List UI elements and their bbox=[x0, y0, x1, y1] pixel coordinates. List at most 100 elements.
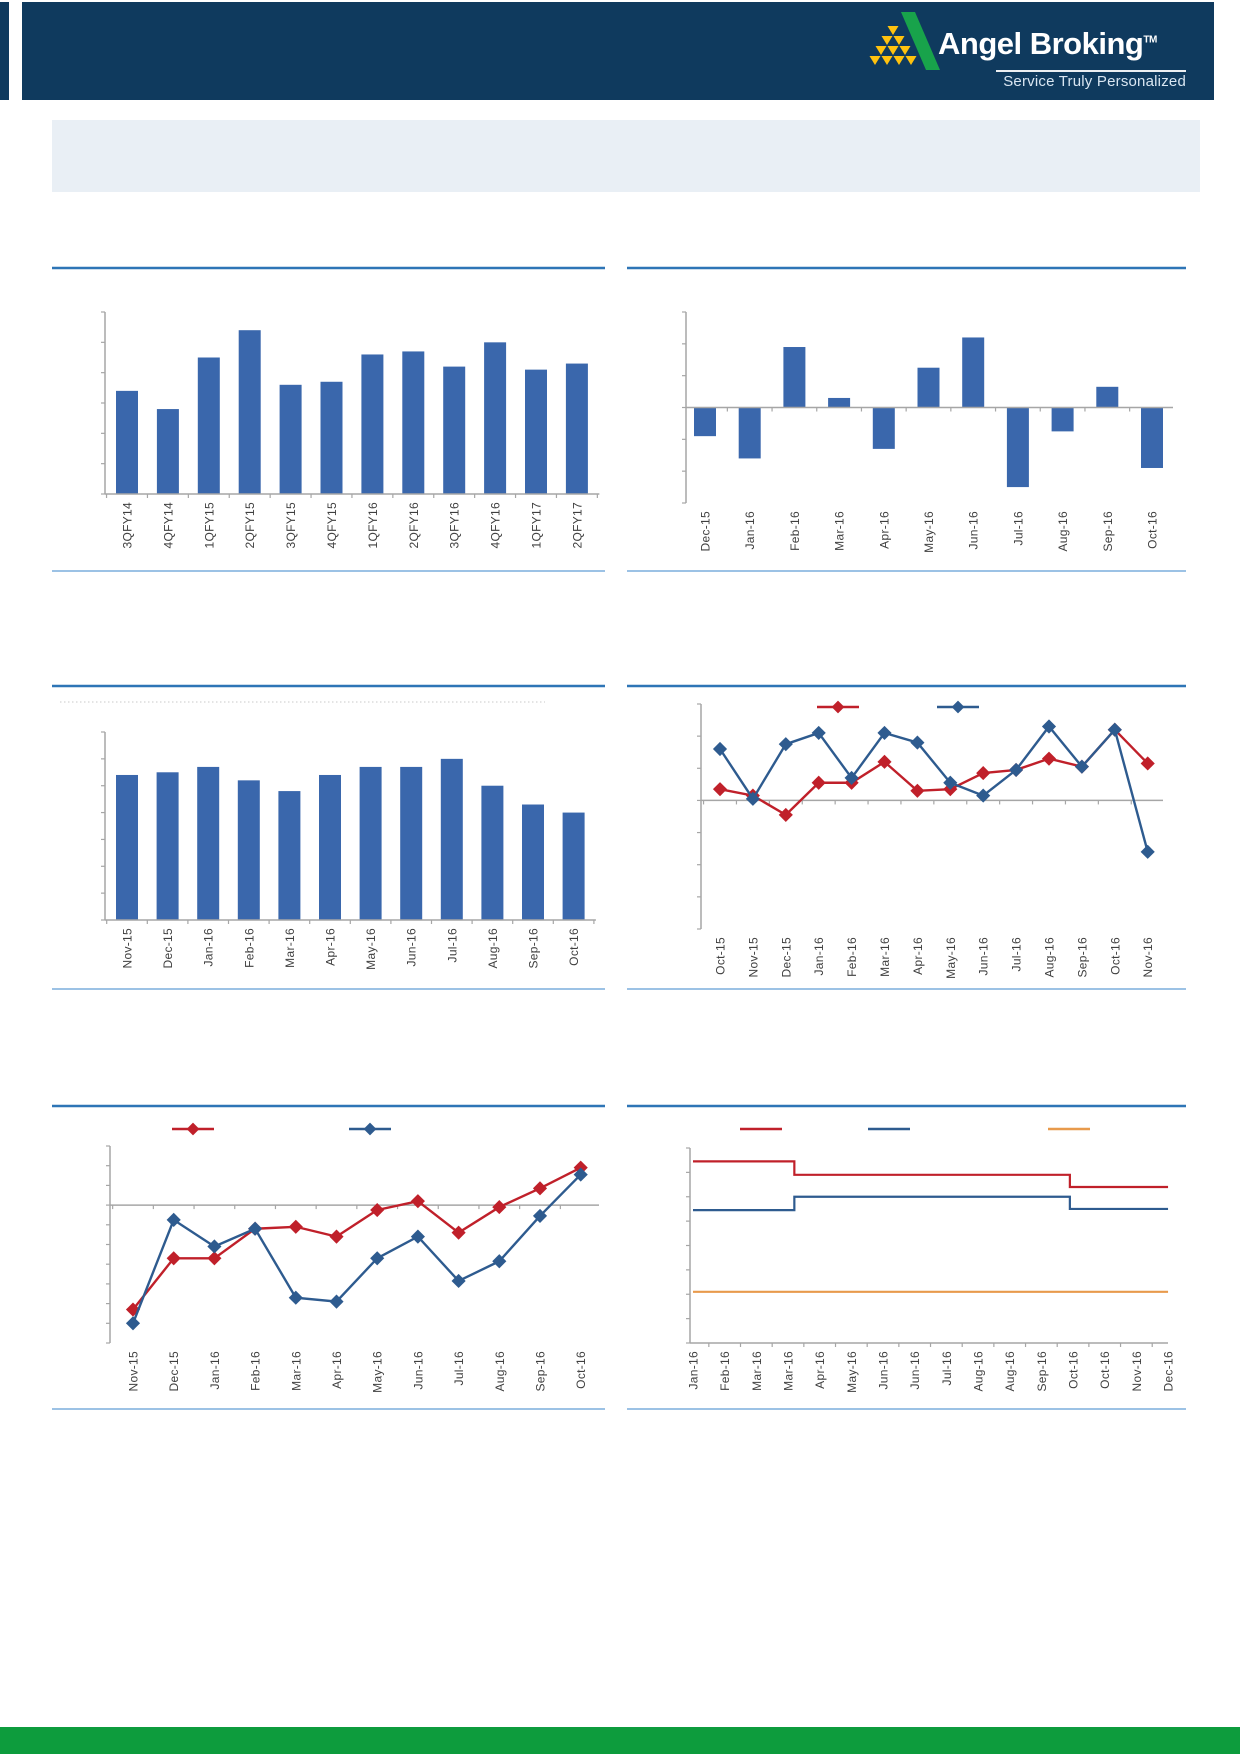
diamond-marker bbox=[410, 1229, 425, 1244]
footer-bar bbox=[0, 1727, 1240, 1754]
diamond-marker bbox=[1041, 719, 1057, 734]
x-axis-label: Dec-15 bbox=[161, 928, 175, 969]
bar bbox=[279, 384, 302, 494]
x-axis-label: May-16 bbox=[944, 937, 958, 979]
x-axis-label: 1QFY16 bbox=[366, 502, 380, 549]
x-axis-label: Mar-16 bbox=[289, 1351, 303, 1391]
diamond-marker bbox=[573, 1167, 588, 1182]
bar bbox=[1141, 407, 1163, 468]
x-axis-label: Feb-16 bbox=[845, 937, 859, 977]
diamond-marker bbox=[811, 775, 826, 790]
top-left-quarterly-bar: 3QFY14 4QFY14 1QFY15 2QFY15 3QFY15 4QFY15 1QFY… bbox=[101, 311, 600, 549]
bar bbox=[320, 381, 343, 494]
bar bbox=[872, 407, 895, 449]
page-edge-band bbox=[0, 2, 9, 100]
x-axis-label: 3QFY15 bbox=[284, 502, 298, 549]
blue-series-line bbox=[718, 724, 1149, 853]
bar bbox=[440, 758, 463, 920]
diamond-marker bbox=[288, 1290, 303, 1305]
diamond-marker bbox=[844, 770, 859, 785]
diamond-marker bbox=[1009, 762, 1024, 777]
bar bbox=[197, 357, 220, 494]
bar bbox=[481, 785, 504, 920]
x-axis-label: 2QFY15 bbox=[243, 502, 257, 549]
bar bbox=[565, 363, 588, 494]
x-axis-label: Nov-15 bbox=[127, 1351, 141, 1392]
bar bbox=[400, 766, 423, 920]
diamond-marker bbox=[207, 1251, 222, 1266]
x-axis-label: Dec-15 bbox=[699, 511, 713, 552]
diamond-marker bbox=[910, 735, 925, 750]
bar bbox=[116, 774, 138, 920]
x-axis-label: Oct-16 bbox=[1108, 937, 1122, 975]
x-axis-label: Dec-15 bbox=[167, 1351, 181, 1392]
x-axis-label: Aug-16 bbox=[1056, 511, 1070, 552]
bar bbox=[319, 774, 341, 920]
diamond-marker bbox=[329, 1229, 344, 1244]
x-axis-label: May-16 bbox=[922, 511, 936, 553]
diamond-marker bbox=[811, 725, 826, 740]
bar bbox=[237, 780, 260, 920]
bar bbox=[1051, 407, 1074, 432]
bottom-right-step-lines: Jan-16 Feb-16 Mar-16 Mar-16 Apr-16 May-16 Jun-… bbox=[686, 1127, 1176, 1393]
x-axis-label: May-16 bbox=[845, 1351, 859, 1393]
x-axis-label: Jul-16 bbox=[445, 928, 459, 963]
bar bbox=[116, 390, 138, 494]
diamond-marker bbox=[186, 1122, 200, 1136]
bar bbox=[525, 369, 547, 494]
x-axis-label: Jan-16 bbox=[812, 937, 826, 976]
diamond-marker bbox=[288, 1219, 303, 1234]
x-axis-label: Nov-15 bbox=[746, 937, 760, 978]
diamond-marker bbox=[1140, 844, 1155, 859]
bar bbox=[402, 351, 425, 494]
red-step-line bbox=[693, 1160, 1169, 1189]
x-axis-label: Aug-16 bbox=[972, 1351, 986, 1392]
x-axis-label: Sep-16 bbox=[1035, 1351, 1049, 1392]
x-axis-label: Nov-16 bbox=[1141, 937, 1155, 978]
diamond-marker bbox=[492, 1199, 507, 1215]
diamond-marker bbox=[951, 700, 965, 714]
x-axis-label: 2QFY16 bbox=[407, 502, 421, 549]
diamond-marker bbox=[778, 807, 793, 822]
diamond-marker bbox=[329, 1294, 344, 1309]
bar bbox=[738, 407, 761, 459]
diamond-marker bbox=[532, 1208, 548, 1224]
x-axis-label: Jun-16 bbox=[977, 937, 991, 976]
x-axis-label: Jun-16 bbox=[405, 928, 419, 967]
trademark-symbol: TM bbox=[1143, 34, 1157, 46]
diamond-marker bbox=[831, 700, 845, 714]
x-axis-label: Jan-16 bbox=[202, 928, 216, 967]
x-axis-label: Oct-16 bbox=[1067, 1351, 1081, 1389]
bar bbox=[359, 766, 382, 920]
bar bbox=[156, 772, 179, 920]
x-axis-label: Jan-16 bbox=[687, 1351, 701, 1390]
x-axis-label: Apr-16 bbox=[877, 511, 891, 549]
header-bar bbox=[22, 2, 1214, 100]
diamond-marker bbox=[370, 1251, 385, 1266]
diamond-marker bbox=[877, 725, 892, 740]
bar bbox=[156, 409, 179, 494]
middle-left-monthly-bar: Nov-15 Dec-15 Jan-16 Feb-16 Mar-16 Apr-16 May-… bbox=[101, 731, 596, 970]
x-axis-label: Aug-16 bbox=[1043, 937, 1057, 978]
brand-tagline: Service Truly Personalized bbox=[1003, 73, 1186, 90]
x-axis-label: Sep-16 bbox=[1101, 511, 1115, 552]
x-axis-label: Oct-16 bbox=[1098, 1351, 1112, 1389]
middle-right-two-line-diamond: Oct-15 Nov-15 Dec-15 Jan-16 Feb-16 Mar-16 Apr-… bbox=[697, 700, 1163, 979]
top-right-monthly-bar-pos-neg: Dec-15 Jan-16 Feb-16 Mar-16 Apr-16 May-16 Jun-… bbox=[682, 311, 1173, 553]
x-axis-label: 3QFY16 bbox=[448, 502, 462, 549]
diamond-marker bbox=[1107, 722, 1122, 737]
diamond-marker bbox=[363, 1122, 377, 1136]
x-axis-label: Sep-16 bbox=[534, 1351, 548, 1392]
x-axis-label: May-16 bbox=[364, 928, 378, 970]
x-axis-label: Mar-16 bbox=[782, 1351, 796, 1391]
x-axis-label: Feb-16 bbox=[718, 1351, 732, 1391]
x-axis-label: Oct-15 bbox=[714, 937, 728, 975]
brand-name: Angel BrokingTM bbox=[938, 26, 1157, 61]
bar bbox=[361, 354, 384, 494]
diamond-marker bbox=[1041, 751, 1057, 766]
x-axis-label: Dec-15 bbox=[779, 937, 793, 978]
x-axis-label: Nov-15 bbox=[121, 928, 135, 969]
diamond-marker bbox=[451, 1273, 466, 1289]
x-axis-label: Feb-16 bbox=[249, 1351, 263, 1391]
bar bbox=[238, 330, 261, 494]
